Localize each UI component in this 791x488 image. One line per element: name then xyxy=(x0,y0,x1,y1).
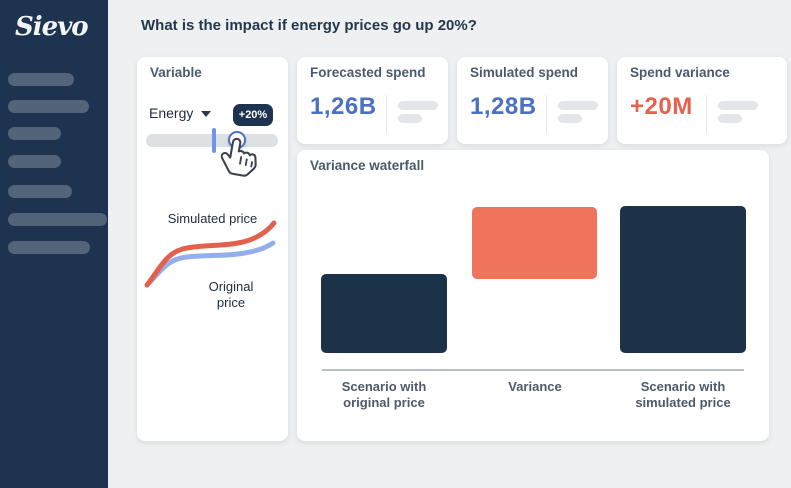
chevron-down-icon xyxy=(201,111,212,117)
kpi-sparkline-placeholder xyxy=(558,114,582,123)
variable-select-value: Energy xyxy=(149,105,194,121)
kpi-label: Spend variance xyxy=(630,65,730,80)
waterfall-category-label: Scenario with simulated price xyxy=(635,379,731,411)
variable-panel-title: Variable xyxy=(150,65,202,80)
kpi-card-simulated-spend: Simulated spend 1,28B xyxy=(457,57,608,144)
sidebar-item-placeholder[interactable] xyxy=(8,185,72,198)
page-title: What is the impact if energy prices go u… xyxy=(141,17,477,34)
waterfall-bar-simulated-scenario[interactable] xyxy=(620,206,746,353)
waterfall-bar-original-scenario[interactable] xyxy=(321,274,447,353)
sidebar-item-placeholder[interactable] xyxy=(8,213,107,226)
kpi-value: 1,26B xyxy=(310,93,377,120)
kpi-sparkline-placeholder xyxy=(398,101,438,110)
waterfall-category-label: Scenario with original price xyxy=(341,379,427,411)
change-percent-badge: +20% xyxy=(233,104,273,126)
price-curves-chart xyxy=(144,220,277,288)
kpi-sparkline-placeholder xyxy=(718,101,758,110)
kpi-card-forecasted-spend: Forecasted spend 1,26B xyxy=(297,57,448,144)
kpi-sparkline-placeholder xyxy=(398,114,422,123)
sidebar-item-placeholder[interactable] xyxy=(8,241,90,254)
waterfall-bar-variance[interactable] xyxy=(472,207,597,279)
waterfall-category-label: Variance xyxy=(508,379,562,394)
divider xyxy=(706,95,707,133)
divider xyxy=(546,95,547,133)
sidebar-item-placeholder[interactable] xyxy=(8,100,89,113)
variable-panel: Variable Energy +20% Simulated price Ori… xyxy=(137,57,288,441)
variable-select[interactable]: Energy xyxy=(149,105,212,121)
waterfall-title: Variance waterfall xyxy=(310,158,425,173)
simulated-price-label: Simulated price xyxy=(167,211,258,226)
kpi-sparkline-placeholder xyxy=(718,114,742,123)
kpi-sparkline-placeholder xyxy=(558,101,598,110)
divider xyxy=(386,95,387,133)
waterfall-baseline-axis xyxy=(322,369,744,371)
kpi-label: Simulated spend xyxy=(470,65,579,80)
slider-baseline-tick xyxy=(212,128,216,153)
sidebar-item-placeholder[interactable] xyxy=(8,73,74,86)
kpi-label: Forecasted spend xyxy=(310,65,426,80)
sidebar-item-placeholder[interactable] xyxy=(8,127,61,140)
sidebar-item-placeholder[interactable] xyxy=(8,155,61,168)
sidebar: Sievo xyxy=(0,0,108,488)
sievo-logo: Sievo xyxy=(15,12,89,42)
variance-waterfall-panel: Variance waterfall Scenario with origina… xyxy=(297,150,769,441)
kpi-value: +20M xyxy=(630,93,693,120)
original-price-label: Original price xyxy=(208,279,254,310)
kpi-card-spend-variance: Spend variance +20M xyxy=(617,57,787,144)
kpi-value: 1,28B xyxy=(470,93,537,120)
hand-pointer-cursor-icon xyxy=(220,137,257,177)
